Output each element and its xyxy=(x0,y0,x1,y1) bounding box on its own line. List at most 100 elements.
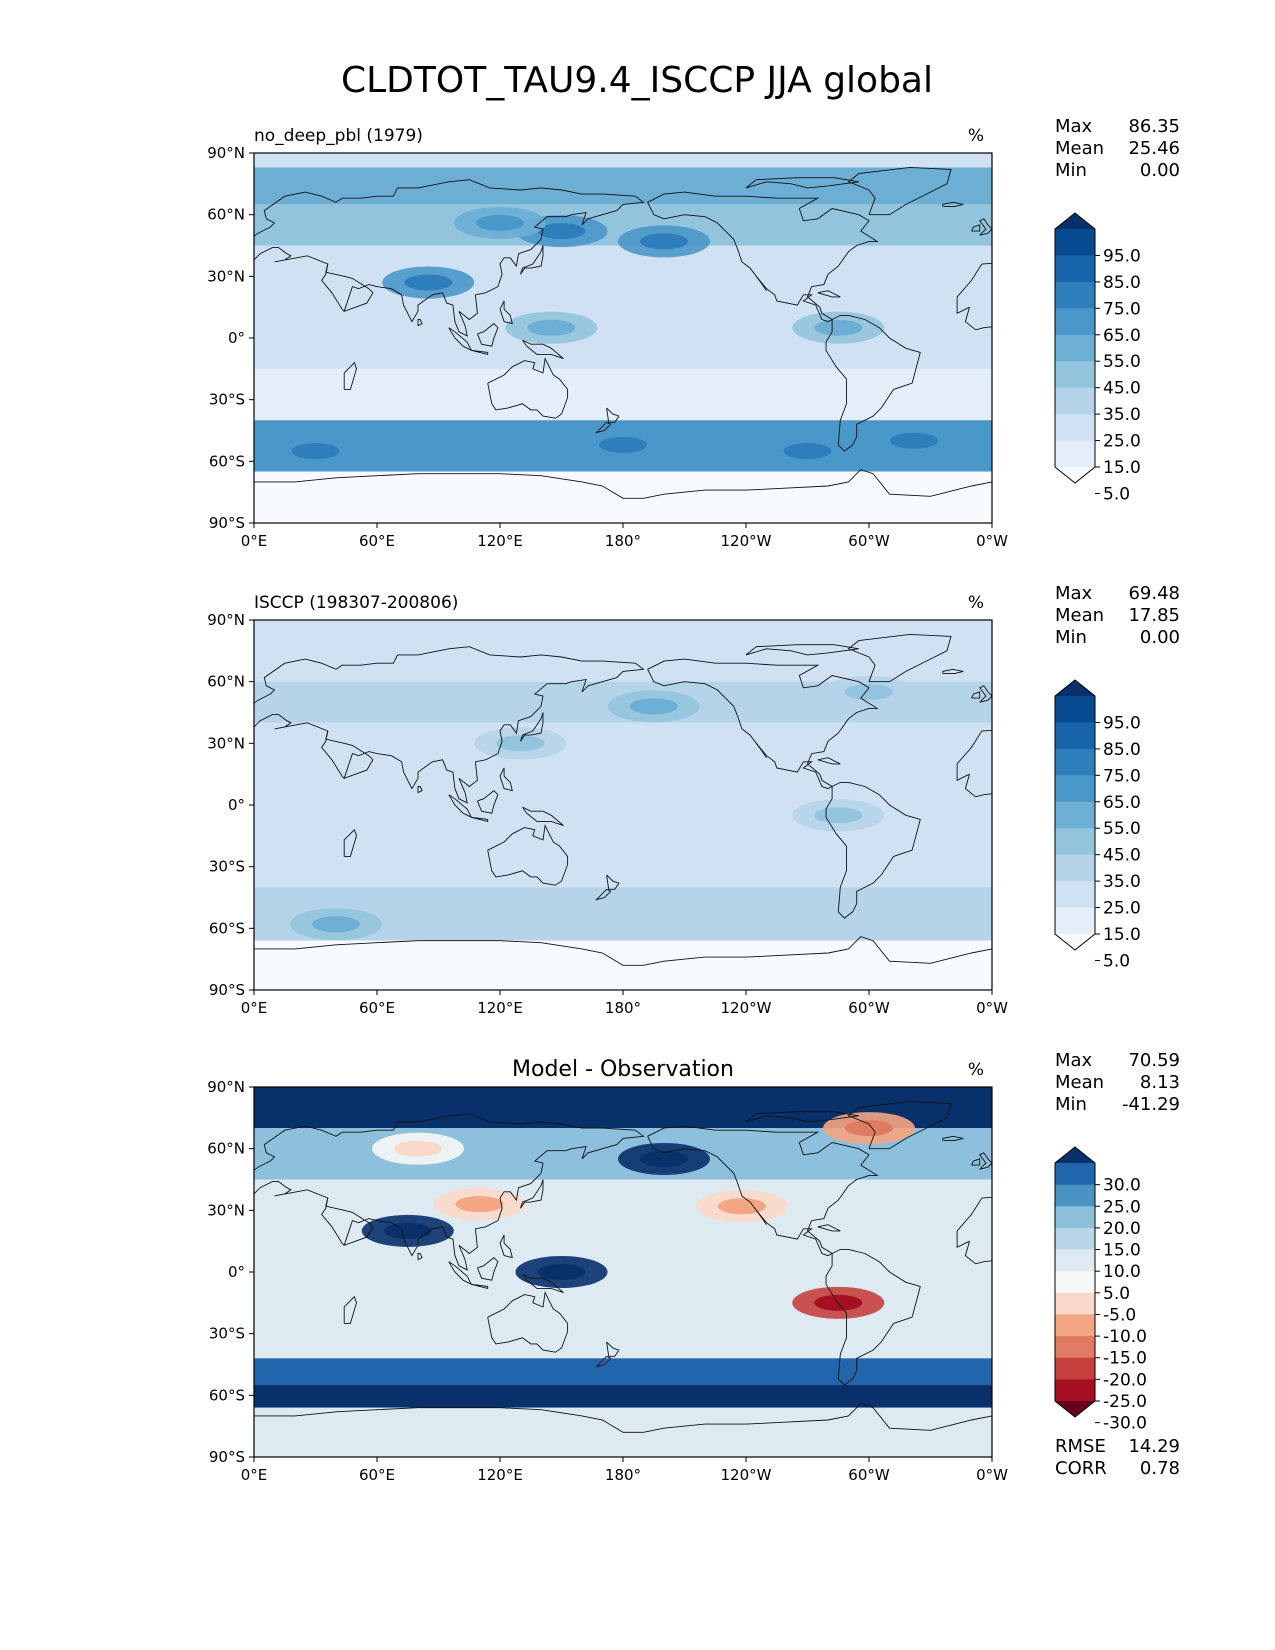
coastline xyxy=(499,1234,513,1259)
panel-title-left: ISCCP (198307-200806) xyxy=(254,593,458,613)
coastline xyxy=(979,1152,992,1170)
coastline xyxy=(471,1283,489,1289)
coastline xyxy=(755,743,767,758)
stat-label-max: Max xyxy=(1055,116,1093,137)
coastline xyxy=(254,1403,992,1433)
contour-blob-core xyxy=(537,1264,586,1280)
coastline xyxy=(979,685,992,703)
coastline xyxy=(817,290,841,298)
colorbar-segment xyxy=(1055,828,1095,856)
band-contour xyxy=(254,722,992,764)
contour-blob-core xyxy=(291,443,340,460)
figure-title: CLDTOT_TAU9.4_ISCCP JJA global xyxy=(341,60,933,101)
colorbar-segment xyxy=(1055,854,1095,882)
coastline xyxy=(499,767,513,792)
coastline xyxy=(343,361,357,390)
colorbar-tick-label: -15.0 xyxy=(1103,1349,1147,1369)
colorbar-tick-label: 15.0 xyxy=(1103,925,1141,945)
stat-label-max: Max xyxy=(1055,1050,1093,1071)
colorbar-tick-label: -10.0 xyxy=(1103,1327,1147,1347)
stat-value-mean: 8.13 xyxy=(1140,1072,1180,1093)
colorbar-segment xyxy=(1055,414,1095,442)
coastline xyxy=(755,276,767,291)
colorbar-tick-label: 95.0 xyxy=(1103,246,1141,266)
band-contour xyxy=(254,887,992,941)
x-tick-label: 60°W xyxy=(848,999,890,1017)
colorbar-tick-label: 5.0 xyxy=(1103,1284,1130,1304)
coastline xyxy=(647,191,879,323)
colorbar-segment xyxy=(1055,1249,1095,1272)
band-contour xyxy=(254,471,992,523)
y-tick-label: 0° xyxy=(228,329,245,347)
coastline xyxy=(825,1248,921,1386)
coastline xyxy=(522,339,564,360)
stat-value-mean: 25.46 xyxy=(1128,138,1180,159)
coastline xyxy=(817,1224,841,1232)
x-tick-label: 120°W xyxy=(721,532,772,550)
x-tick-label: 180° xyxy=(605,532,641,550)
band-contour xyxy=(254,1241,992,1303)
contour-blob-core xyxy=(496,735,545,752)
x-tick-label: 0°E xyxy=(241,532,268,550)
stat-label-mean: Mean xyxy=(1055,1072,1104,1093)
x-tick-label: 0°E xyxy=(241,999,268,1017)
colorbar-segment xyxy=(1055,696,1095,723)
coastline xyxy=(745,177,859,189)
band-contour xyxy=(254,368,992,421)
band-contour xyxy=(254,1302,992,1359)
coastline xyxy=(254,469,992,499)
map-field xyxy=(254,620,992,990)
contour-blob-core xyxy=(537,223,586,240)
colorbar-tick-label: 45.0 xyxy=(1103,846,1141,866)
coastline xyxy=(847,633,952,683)
band-contour xyxy=(254,153,992,168)
panel-title-center: Model - Observation xyxy=(512,1057,734,1082)
coastline xyxy=(321,730,345,779)
x-tick-label: 120°W xyxy=(721,1466,772,1484)
colorbar-segment xyxy=(1055,334,1095,362)
stat-label-max: Max xyxy=(1055,583,1093,604)
y-tick-label: 60°N xyxy=(207,206,245,224)
contour-blob-core xyxy=(845,683,893,700)
coastline xyxy=(321,1197,345,1246)
units-label: % xyxy=(968,1060,984,1080)
y-tick-label: 60°N xyxy=(207,1140,245,1158)
colorbar-tick-label: 15.0 xyxy=(1103,458,1141,478)
metric-label-rmse: RMSE xyxy=(1055,1436,1106,1457)
stat-label-min: Min xyxy=(1055,627,1087,648)
stat-value-mean: 17.85 xyxy=(1128,605,1180,626)
coastline xyxy=(971,224,981,232)
metric-value-corr: 0.78 xyxy=(1140,1458,1180,1479)
x-tick-label: 60°W xyxy=(848,532,890,550)
contour-blob-core xyxy=(814,807,863,824)
contour-blob-core xyxy=(783,443,832,460)
stat-label-mean: Mean xyxy=(1055,138,1104,159)
x-tick-label: 120°E xyxy=(477,532,523,550)
contour-blob-core xyxy=(640,233,688,250)
colorbar-tick-label: 10.0 xyxy=(1103,1262,1141,1282)
coastline xyxy=(647,1125,879,1257)
x-tick-label: 0°W xyxy=(976,532,1008,550)
coastline xyxy=(522,1273,564,1294)
y-tick-label: 30°S xyxy=(209,858,245,876)
colorbar-segment xyxy=(1055,255,1095,283)
coastline xyxy=(971,691,981,699)
colorbar-segment xyxy=(1055,361,1095,389)
coastline xyxy=(606,874,620,890)
colorbar-segment xyxy=(1055,1206,1095,1229)
y-tick-label: 90°N xyxy=(207,1078,245,1096)
contour-blob-core xyxy=(890,432,939,449)
colorbar-extend-max xyxy=(1055,213,1095,229)
panel-difference: 0°E 60°E 120°E 180° 120°W 60°W 0°W 90°N 60°N 30°N… xyxy=(207,1050,1180,1484)
coastline xyxy=(942,668,964,674)
colorbar-segment xyxy=(1055,1336,1095,1359)
coastline xyxy=(594,888,612,901)
coastline xyxy=(847,1100,952,1150)
band-contour xyxy=(254,620,992,682)
coastline xyxy=(417,786,423,794)
colorbar-tick-label: 25.0 xyxy=(1103,432,1141,452)
band-contour xyxy=(254,1385,992,1408)
coastline xyxy=(606,407,620,423)
y-tick-label: 90°S xyxy=(209,514,245,532)
band-contour xyxy=(254,825,992,888)
